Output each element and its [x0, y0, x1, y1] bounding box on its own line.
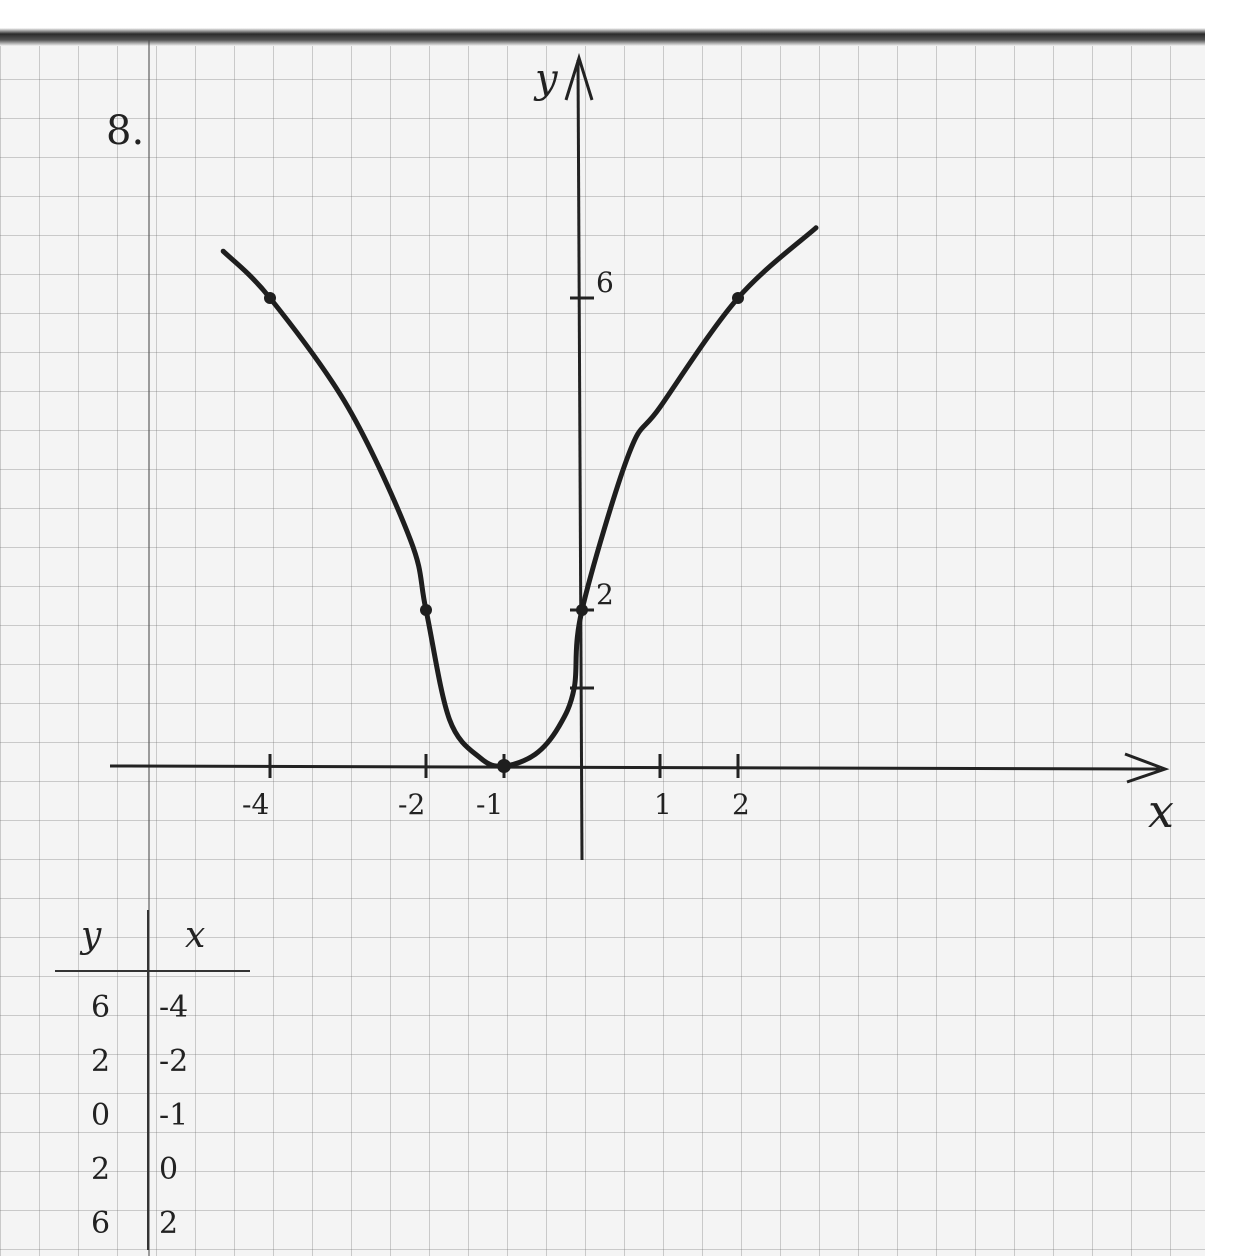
- table-cell-y-1: 2: [91, 1044, 111, 1079]
- curve-layer: [220, 225, 819, 769]
- table-cell-x-1: -2: [159, 1044, 189, 1079]
- table-cell-x-4: 2: [159, 1206, 179, 1241]
- y-axis-label: y: [533, 56, 559, 102]
- paper-top-edge: [0, 0, 1205, 46]
- table-cell-y-4: 6: [91, 1206, 111, 1241]
- table-header-y: y: [81, 915, 102, 956]
- graph-paper: [0, 40, 1205, 1256]
- margin-line: [148, 40, 150, 1256]
- points-layer: [264, 292, 744, 773]
- axes: [109, 52, 1170, 861]
- table-cell-x-3: 0: [159, 1152, 179, 1187]
- x-tick-label-4: 2: [732, 788, 750, 821]
- x-axis-label: x: [1148, 784, 1174, 838]
- data-point-4: [732, 292, 744, 304]
- problem-number: 8.: [106, 108, 145, 154]
- table-cell-y-3: 2: [91, 1152, 111, 1187]
- table-header-line: [55, 970, 250, 972]
- table-cell-y-2: 0: [91, 1098, 111, 1133]
- x-tick-label-0: -4: [242, 788, 269, 821]
- table-cell-x-0: -4: [159, 990, 189, 1025]
- data-point-2: [497, 759, 511, 773]
- x-tick-label-2: -1: [476, 788, 503, 821]
- table-cell-x-2: -1: [159, 1098, 189, 1133]
- series-line-0: [220, 225, 819, 769]
- table-header-x: x: [185, 915, 206, 956]
- x-tick-label-3: 1: [654, 788, 672, 821]
- y-tick-label-0: 2: [596, 578, 614, 611]
- x-tick-label-1: -2: [398, 788, 425, 821]
- y-axis-line: [576, 59, 584, 861]
- axis-ticks: -4 -2 -1 1 2 2 6: [242, 266, 750, 821]
- data-point-0: [264, 292, 276, 304]
- y-axis-arrow: [564, 52, 594, 101]
- data-point-1: [420, 604, 432, 616]
- table-column-line: [147, 910, 149, 1250]
- data-point-3: [576, 604, 588, 616]
- x-axis-arrow: [1124, 752, 1170, 784]
- y-tick-label-1: 6: [596, 266, 614, 299]
- x-axis-line: [109, 764, 1161, 771]
- table-cell-y-0: 6: [91, 990, 111, 1025]
